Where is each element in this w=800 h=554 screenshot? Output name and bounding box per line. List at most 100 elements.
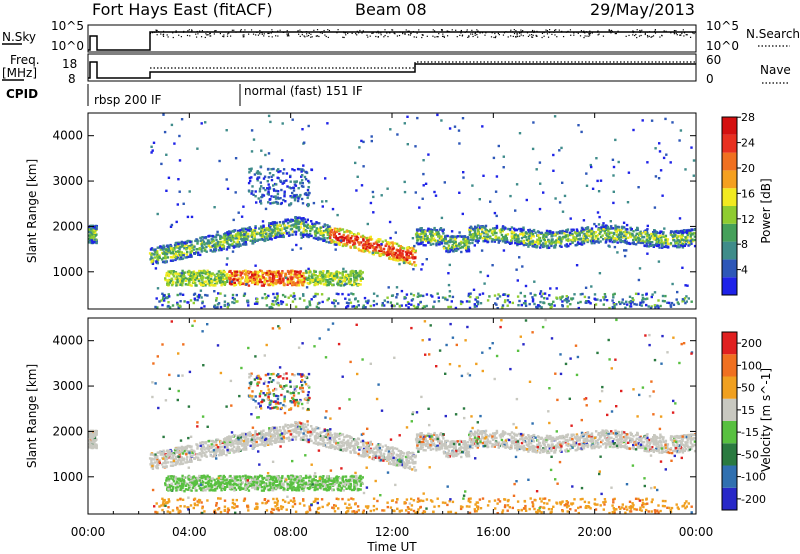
power-echo — [295, 226, 298, 229]
nsky-point — [468, 35, 470, 37]
power-echo — [650, 119, 654, 122]
power-echo — [266, 168, 270, 171]
power-echo — [477, 239, 480, 242]
power-echo — [191, 276, 194, 279]
power-echo — [177, 306, 180, 309]
power-echo — [166, 256, 169, 259]
power-echo — [546, 246, 549, 250]
power-echo — [685, 239, 688, 243]
power-echo — [183, 244, 186, 248]
nsky-point — [615, 32, 617, 35]
power-echo — [295, 193, 298, 197]
power-echo — [451, 249, 455, 253]
power-echo — [671, 282, 674, 286]
nsky-point — [328, 29, 331, 32]
power-echo — [689, 239, 692, 242]
power-echo — [683, 297, 687, 300]
power-echo — [618, 300, 621, 304]
power-echo — [560, 232, 564, 235]
power-echo — [350, 231, 353, 235]
power-echo — [606, 225, 610, 229]
power-echo — [261, 271, 264, 275]
power-echo — [201, 271, 204, 275]
nsky-point — [268, 32, 270, 34]
power-echo — [251, 185, 254, 188]
power-echo — [206, 282, 209, 286]
power-echo — [483, 239, 487, 243]
power-echo — [305, 271, 308, 274]
power-echo — [348, 298, 351, 301]
power-echo — [270, 222, 273, 225]
power-echo — [286, 222, 290, 225]
power-echo — [155, 260, 158, 263]
power-echo — [625, 242, 629, 245]
power-echo — [233, 301, 236, 305]
power-echo — [284, 276, 288, 279]
power-echo — [174, 242, 177, 245]
power-echo — [397, 244, 400, 247]
power-echo — [602, 303, 605, 306]
nsky-point — [347, 32, 349, 35]
power-echo — [306, 223, 310, 226]
nsky-point — [635, 33, 637, 36]
nsky-point — [466, 30, 468, 33]
power-echo — [250, 129, 254, 132]
nsky-point — [535, 35, 538, 37]
power-echo — [457, 244, 461, 247]
power-echo — [291, 168, 294, 171]
power-echo — [447, 250, 450, 254]
power-echo — [258, 187, 262, 190]
power-echo — [214, 284, 217, 287]
power-echo — [637, 292, 640, 296]
power-echo — [641, 293, 644, 297]
power-echo — [189, 255, 192, 258]
nsky-point — [422, 34, 424, 36]
power-echo — [579, 300, 582, 304]
power-echo — [342, 275, 345, 278]
power-echo — [214, 245, 217, 249]
power-echo — [518, 256, 521, 259]
power-echo — [225, 129, 228, 132]
power-echo — [326, 298, 329, 302]
power-echo — [366, 238, 370, 242]
power-echo — [628, 295, 632, 298]
nsky-point — [321, 31, 323, 33]
power-echo — [277, 168, 280, 171]
nsky-point — [491, 32, 493, 34]
power-echo — [194, 274, 197, 278]
power-echo — [354, 161, 357, 165]
power-echo — [401, 252, 404, 256]
power-echo — [611, 240, 614, 244]
power-echo — [367, 242, 371, 246]
power-echo — [286, 280, 289, 283]
power-echo — [561, 300, 564, 303]
power-echo — [203, 280, 206, 283]
power-echo — [328, 278, 331, 281]
power-echo — [551, 238, 554, 241]
power-echo — [250, 167, 253, 170]
power-echo — [440, 239, 444, 242]
power-echo — [278, 273, 281, 276]
power-echo — [562, 235, 565, 239]
power-echo — [437, 232, 441, 236]
power-echo — [236, 231, 240, 234]
power-echo — [512, 227, 516, 230]
power-echo — [447, 244, 451, 247]
power-echo — [330, 233, 333, 237]
power-echo — [392, 254, 395, 258]
power-echo — [683, 244, 686, 247]
power-echo — [161, 303, 164, 307]
power-echo — [359, 283, 362, 286]
power-echo — [437, 241, 440, 244]
power-echo — [314, 232, 317, 236]
power-echo — [299, 275, 302, 279]
nsky-point — [470, 33, 472, 35]
nsky-point — [195, 33, 197, 35]
power-echo — [530, 230, 533, 233]
power-echo — [332, 235, 336, 238]
power-echo — [460, 245, 464, 249]
power-echo — [463, 240, 467, 244]
power-echo — [579, 238, 582, 241]
power-echo — [635, 236, 638, 239]
power-echo — [182, 275, 186, 278]
